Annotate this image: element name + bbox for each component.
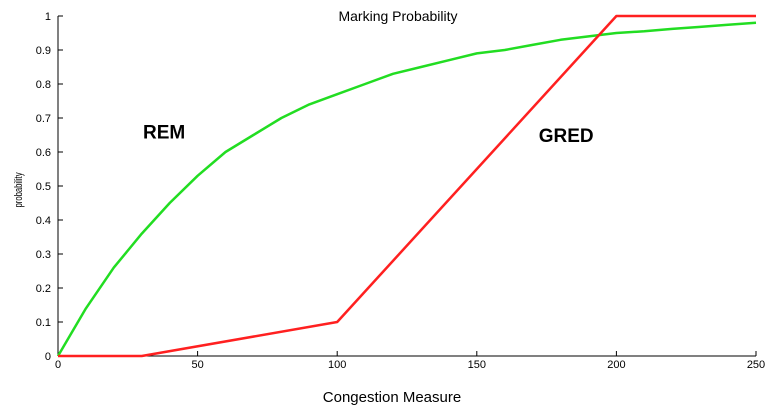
y-tick-label: 0.9: [36, 45, 51, 57]
x-ticks: 0 50 100 150 200 250: [55, 351, 765, 371]
x-tick-label: 100: [328, 359, 346, 371]
series-line-rem: [56, 21, 757, 357]
x-tick-label: 200: [607, 359, 625, 371]
x-axis-label: Congestion Measure: [323, 389, 461, 406]
y-tick-label: 0.3: [36, 249, 51, 261]
x-tick-label: 150: [468, 359, 486, 371]
annotation-gred: GRED: [539, 126, 594, 147]
y-ticks: 0 0.1 0.2 0.3 0.4 0.5 0.6 0.7 0.8 0.9 1: [36, 11, 63, 363]
series-line-gred: [58, 14, 756, 358]
y-tick-label: 0.8: [36, 79, 51, 91]
axes: [57, 16, 756, 357]
y-tick-label: 0: [45, 351, 51, 363]
y-tick-label: 0.5: [36, 181, 51, 193]
x-tick-label: 50: [191, 359, 203, 371]
y-tick-label: 0.1: [36, 317, 51, 329]
chart-title: Marking Probability: [338, 8, 457, 24]
annotation-layer: REM GRED: [143, 122, 594, 146]
annotation-rem: REM: [143, 122, 185, 143]
y-tick-label: 1: [45, 11, 51, 23]
y-tick-label: 0.2: [36, 283, 51, 295]
series-layer: [56, 14, 757, 358]
y-tick-label: 0.7: [36, 113, 51, 125]
x-tick-label: 0: [55, 359, 61, 371]
x-tick-label: 250: [747, 359, 765, 371]
y-tick-label: 0.4: [36, 215, 51, 227]
y-tick-label: 0.6: [36, 147, 51, 159]
y-axis-label: probability: [13, 172, 26, 207]
